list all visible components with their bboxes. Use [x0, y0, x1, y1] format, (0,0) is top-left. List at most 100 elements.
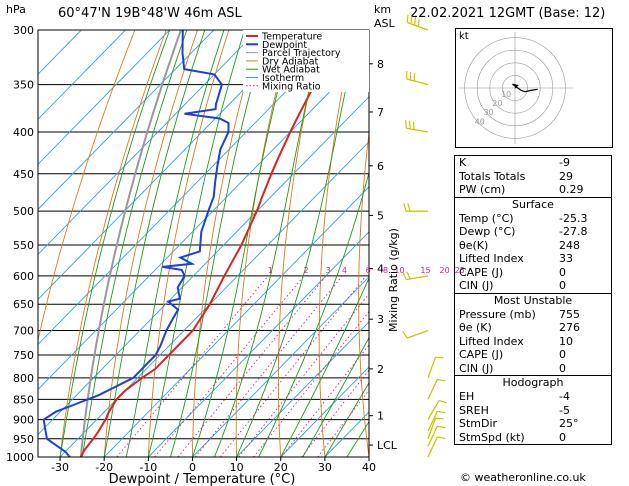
index-row: SREH -5	[455, 404, 611, 418]
mixing-ratio-tick-label: 2	[303, 266, 308, 275]
index-value: 755	[559, 307, 580, 321]
wind-barb	[407, 329, 429, 339]
wet-adiabat-line	[280, 276, 369, 457]
wet-adiabat-line	[125, 30, 225, 457]
mixing-ratio-tick-label: 15	[420, 266, 430, 275]
plot-frame	[37, 29, 370, 458]
pressure-unit-label: hPa	[6, 3, 26, 16]
hodograph-title: Hodograph	[502, 376, 564, 389]
temperature-line	[79, 30, 361, 457]
pressure-tick-label: 300	[13, 24, 34, 37]
wet-adiabat-line	[147, 30, 245, 457]
mixing-ratio-line	[253, 310, 369, 457]
isotherm-line	[38, 30, 215, 210]
wind-barb-flag	[406, 271, 411, 280]
mixing-ratio-tick-label: 3	[326, 266, 331, 275]
index-value: -4	[559, 390, 570, 403]
legend-item-label: Dewpoint	[262, 40, 307, 51]
isotherm-line	[38, 96, 369, 436]
pressure-tick-label: 800	[13, 372, 34, 385]
km-tick-label: 5	[377, 209, 384, 222]
wind-barb-flag	[408, 120, 411, 129]
pressure-tick-label: 900	[13, 414, 34, 427]
index-label: CIN (J)	[459, 279, 494, 292]
hodograph-ring-label: 30	[483, 108, 493, 117]
isotherm-line	[236, 321, 369, 457]
dry-adiabat-line	[277, 30, 324, 457]
km-label: km	[374, 3, 392, 16]
index-row: Temp (°C) -25.3	[455, 212, 611, 226]
x-axis-label: Dewpoint / Temperature (°C)	[109, 472, 296, 486]
index-label: Pressure (mb)	[459, 307, 536, 321]
unstable-title: Most Unstable	[493, 293, 573, 307]
wind-barb	[427, 417, 437, 440]
datetime-title: 22.02.2021 12GMT (Base: 12)	[410, 6, 606, 21]
index-row: Totals Totals 29	[455, 170, 611, 184]
index-label: Dewp (°C)	[459, 225, 516, 238]
isotherm-line	[38, 30, 303, 301]
isotherm-line	[38, 51, 369, 391]
index-value: 0.29	[559, 183, 584, 196]
km-tick-label: 8	[377, 58, 384, 71]
mixing-ratio-tick-label: 20	[439, 266, 449, 275]
x-tick-label: 10	[230, 461, 244, 474]
index-label: Temp (°C)	[459, 211, 514, 225]
hodograph-ring-label: 20	[492, 99, 502, 108]
wind-barb-flag	[435, 356, 444, 359]
pressure-tick-label: 1000	[6, 451, 34, 464]
pressure-tick-label: 950	[13, 433, 34, 446]
mixing-ratio-line	[194, 275, 343, 457]
mixing-ratio-line	[177, 275, 327, 457]
pressure-tick-label: 650	[13, 298, 34, 311]
km-tick-label: 2	[377, 363, 384, 376]
copyright-text: © weatheronline.co.uk	[460, 471, 586, 484]
mixing-ratio-tick-label: 8	[383, 266, 388, 275]
isotherm-line	[38, 30, 347, 346]
mixing-ratio-tick-label: 10	[394, 266, 404, 275]
wind-barb	[427, 356, 437, 379]
index-value: 0	[559, 430, 566, 444]
wet-adiabat-line	[103, 30, 206, 457]
wind-barb	[407, 21, 429, 31]
wind-barb	[427, 411, 438, 432]
wind-barb-flag	[406, 14, 409, 23]
wind-barb	[427, 379, 438, 400]
pressure-tick-label: 500	[13, 205, 34, 218]
pressure-tick-label: 450	[13, 168, 34, 181]
wind-barb-flag	[437, 436, 446, 440]
mixing-ratio-axis-label: Mixing Ratio (g/kg)	[387, 228, 400, 332]
wind-barb-flag	[412, 121, 415, 130]
index-value: 10	[559, 334, 573, 348]
km-tick-label: 6	[377, 160, 384, 173]
index-label: Lifted Index	[459, 334, 524, 348]
km-tick-label: 7	[377, 106, 384, 119]
index-label: K	[459, 156, 467, 169]
km-tick-label: 4	[377, 263, 384, 276]
wind-barb-flag	[414, 17, 417, 26]
km-tick-label: 1	[377, 410, 384, 423]
dewpoint-line	[42, 30, 230, 457]
hodograph-ring-label: 10	[501, 90, 511, 99]
wind-barb	[427, 400, 440, 420]
x-tick-label: 20	[274, 461, 288, 474]
index-row: Lifted Index 33	[455, 252, 611, 266]
index-label: EH	[459, 390, 475, 403]
x-tick-label: 0	[189, 461, 196, 474]
legend-item-label: Isotherm	[262, 73, 304, 84]
x-tick-label: 40	[362, 461, 376, 474]
pressure-tick-label: 400	[13, 126, 34, 139]
index-label: CAPE (J)	[459, 348, 504, 361]
index-row: CAPE (J) 0	[455, 266, 611, 280]
hodograph-trace	[512, 83, 538, 93]
legend-item-label: Wet Adiabat	[262, 65, 320, 76]
pressure-tick-label: 350	[13, 79, 34, 92]
hodograph-ring	[464, 37, 566, 139]
wet-adiabat-line	[192, 30, 294, 457]
index-row: θe (K) 276	[455, 321, 611, 335]
index-label: CAPE (J)	[459, 265, 504, 279]
indices-panel: K -9 Totals Totals 29 PW (cm) 0.29 Surface Te…	[454, 155, 612, 445]
index-row: Pressure (mb) 755	[455, 308, 611, 322]
dry-adiabat-line	[358, 129, 369, 457]
